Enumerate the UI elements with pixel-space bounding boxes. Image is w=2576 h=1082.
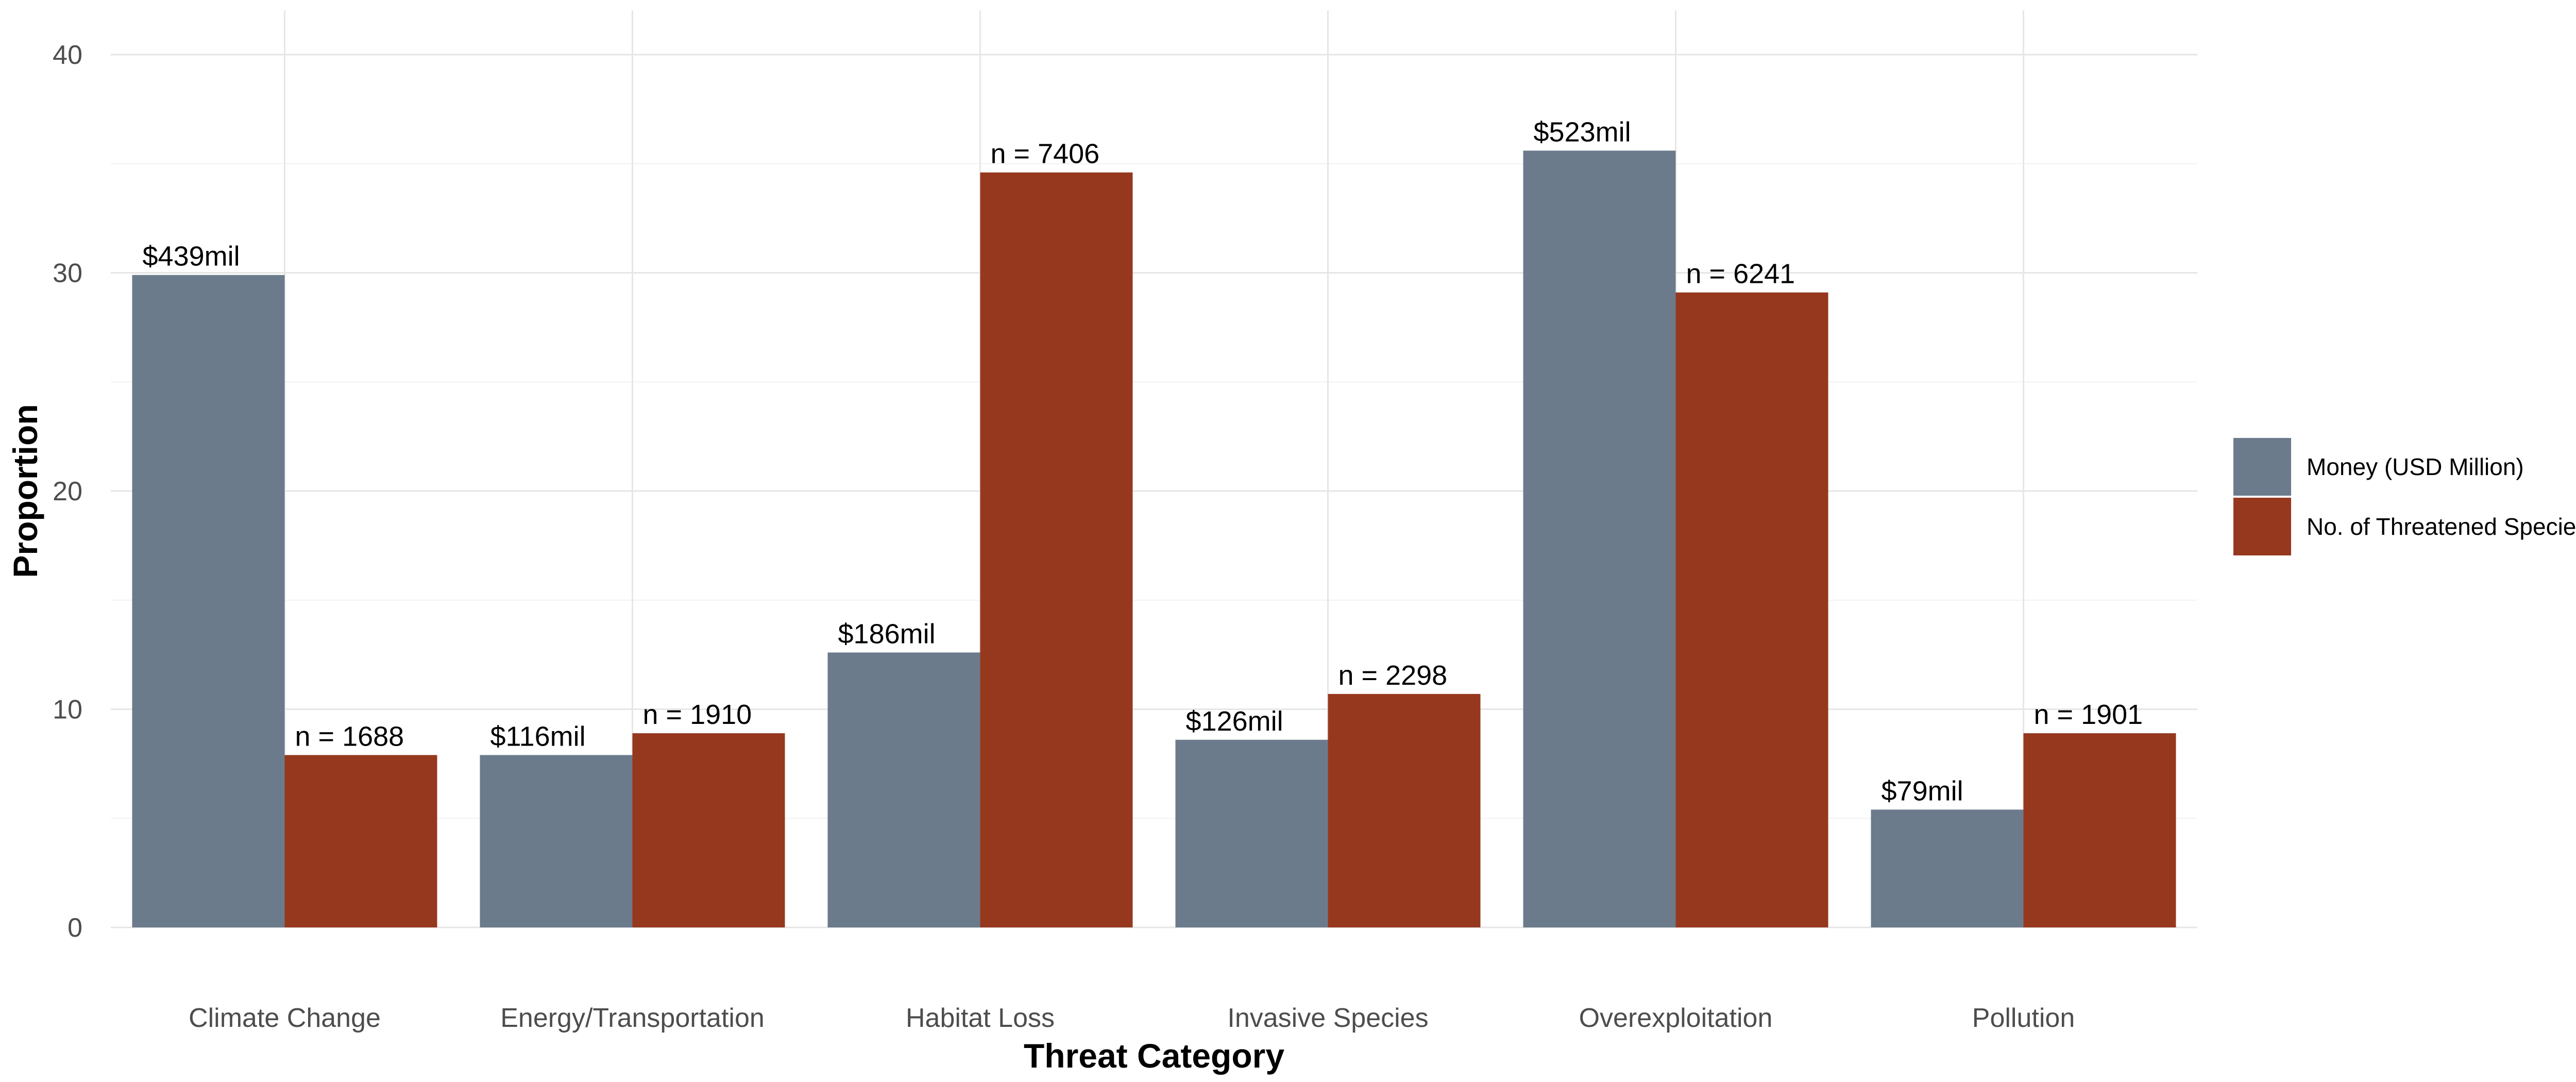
x-axis-title: Threat Category bbox=[1024, 1037, 1284, 1075]
bar-money bbox=[1523, 150, 1676, 928]
bar-value-label: $79mil bbox=[1882, 775, 1963, 806]
x-tick-label: Habitat Loss bbox=[906, 1003, 1055, 1033]
legend: Money (USD Million) No. of Threatened Spe… bbox=[2233, 438, 2576, 555]
bar-value-label: n = 7406 bbox=[991, 139, 1100, 170]
bar-money bbox=[132, 275, 285, 927]
y-tick-label: 40 bbox=[53, 40, 82, 70]
x-tick-label: Overexploitation bbox=[1579, 1003, 1773, 1033]
minor-gridlines bbox=[111, 163, 2197, 819]
bar-value-label: n = 1688 bbox=[295, 721, 404, 752]
x-tick-label: Climate Change bbox=[189, 1003, 381, 1033]
x-tick-label: Energy/Transportation bbox=[500, 1003, 765, 1033]
y-tick-label: 10 bbox=[53, 695, 82, 725]
bar-value-label: n = 6241 bbox=[1686, 259, 1795, 290]
bar-species bbox=[632, 733, 785, 927]
legend-swatch bbox=[2233, 438, 2291, 496]
bar-species bbox=[980, 172, 1133, 928]
y-tick-label: 0 bbox=[67, 913, 82, 943]
bar-value-label: n = 1901 bbox=[2034, 699, 2143, 730]
legend-label: Money (USD Million) bbox=[2307, 453, 2524, 480]
bar-species bbox=[1328, 694, 1481, 927]
bar-species bbox=[284, 755, 437, 927]
bar-value-label: n = 2298 bbox=[1338, 660, 1448, 691]
bar-money bbox=[480, 755, 633, 927]
bar-money bbox=[827, 652, 980, 927]
bars bbox=[132, 150, 2176, 928]
bar-species bbox=[2023, 733, 2176, 927]
bar-species bbox=[1675, 292, 1828, 927]
bar-money bbox=[1871, 809, 2024, 927]
y-axis-tick-labels: 0 10 20 30 40 bbox=[53, 40, 82, 943]
bar-value-label: $116mil bbox=[490, 721, 586, 752]
bar-value-label: $523mil bbox=[1534, 116, 1631, 147]
y-tick-label: 30 bbox=[53, 259, 82, 289]
legend-swatch bbox=[2233, 498, 2291, 555]
x-axis-tick-labels: Climate Change Energy/Transportation Habit… bbox=[189, 1003, 2075, 1033]
x-tick-label: Invasive Species bbox=[1227, 1003, 1428, 1033]
y-tick-label: 20 bbox=[53, 477, 82, 506]
y-axis-title: Proportion bbox=[6, 404, 44, 578]
x-tick-label: Pollution bbox=[1972, 1003, 2075, 1033]
bar-money bbox=[1175, 739, 1328, 927]
bar-value-labels: $439mil n = 1688 $116mil n = 1910 $186mil n =… bbox=[143, 116, 2143, 806]
bar-value-label: $186mil bbox=[838, 618, 936, 649]
bar-value-label: n = 1910 bbox=[643, 699, 752, 730]
bar-value-label: $126mil bbox=[1186, 706, 1283, 737]
bar-value-label: $439mil bbox=[143, 241, 240, 272]
legend-label: No. of Threatened Species bbox=[2307, 513, 2576, 540]
